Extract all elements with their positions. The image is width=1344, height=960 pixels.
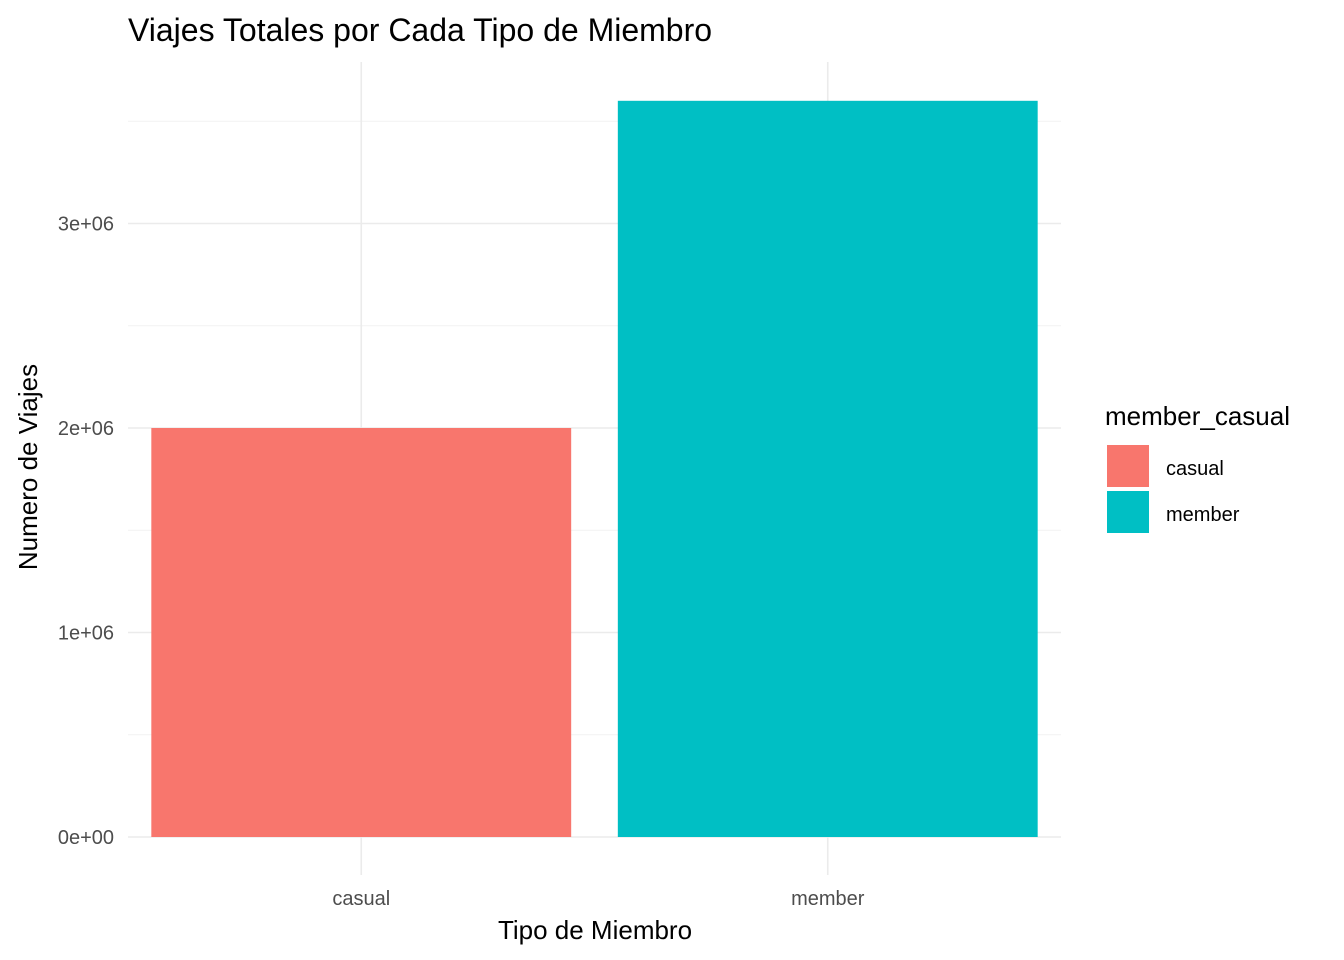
legend-label: casual <box>1166 458 1224 480</box>
bar-casual <box>151 428 572 837</box>
y-tick-label: 2e+06 <box>58 418 114 440</box>
y-tick-label: 1e+06 <box>58 623 114 645</box>
legend-items: casual member <box>1107 445 1240 533</box>
x-tick-label: member <box>791 888 865 910</box>
bars-layer <box>151 100 1038 838</box>
y-axis-title: Numero de Viajes <box>13 364 43 570</box>
x-tick-label: casual <box>332 888 390 910</box>
chart-title: Viajes Totales por Cada Tipo de Miembro <box>128 12 712 48</box>
legend-key-casual <box>1107 445 1149 487</box>
bar-member <box>617 100 1038 838</box>
legend-title: member_casual <box>1105 401 1290 431</box>
legend-key-member <box>1107 491 1149 533</box>
y-tick-label: 3e+06 <box>58 214 114 236</box>
x-axis-title: Tipo de Miembro <box>498 915 692 945</box>
x-tick-labels: casual member <box>332 888 864 910</box>
legend-label: member <box>1166 504 1240 526</box>
y-tick-labels: 0e+00 1e+06 2e+06 3e+06 <box>58 214 114 850</box>
y-tick-label: 0e+00 <box>58 827 114 849</box>
legend: member_casual casual member <box>1105 401 1290 533</box>
